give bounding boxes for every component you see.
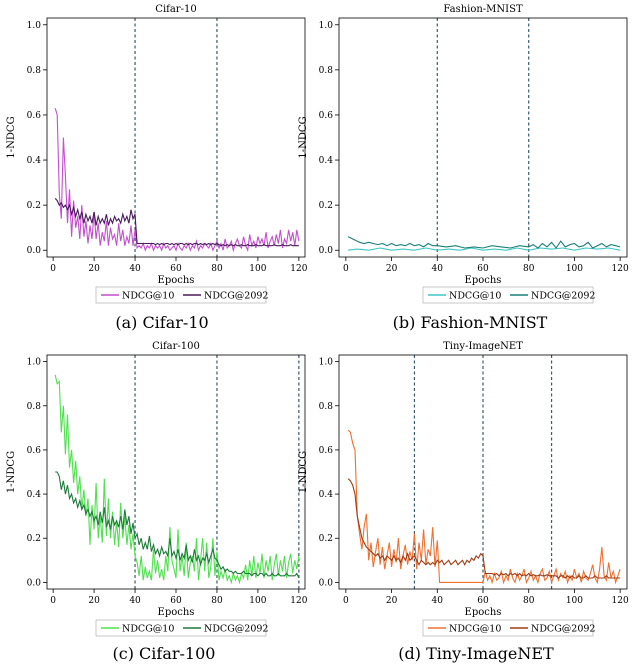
x-tick-label: 0 bbox=[50, 264, 56, 274]
y-tick-label: 0.6 bbox=[319, 446, 334, 456]
x-tick-label: 100 bbox=[249, 264, 266, 274]
chart-panel-2: Cifar-100 0 20 40 60 80 100 120 0.0 0.2 0.4 0.6 0.8 1… bbox=[6, 341, 308, 663]
series-line-0 bbox=[54, 108, 300, 253]
x-tick-label: 80 bbox=[523, 264, 535, 274]
y-tick-label: 0.0 bbox=[27, 578, 42, 588]
legend-label-1: NDCG@2092 bbox=[204, 290, 268, 301]
panel-caption: (d) Tiny-ImageNET bbox=[398, 644, 554, 663]
y-tick-label: 0.2 bbox=[319, 534, 333, 544]
panel-caption: (c) Cifar-100 bbox=[113, 644, 216, 663]
y-tick-label: 0.4 bbox=[319, 156, 334, 166]
y-tick-label: 0.2 bbox=[27, 534, 41, 544]
x-tick-label: 0 bbox=[343, 596, 349, 606]
y-tick-label: 0.4 bbox=[319, 490, 334, 500]
x-tick-label: 40 bbox=[432, 596, 444, 606]
y-tick-label: 0.4 bbox=[27, 156, 42, 166]
x-tick-label: 120 bbox=[612, 264, 629, 274]
legend-label-0: NDCG@10 bbox=[122, 623, 174, 634]
x-tick-label: 0 bbox=[50, 596, 56, 606]
y-tick-label: 0.8 bbox=[319, 66, 334, 76]
series-line-1 bbox=[55, 471, 300, 579]
x-tick-label: 20 bbox=[386, 596, 398, 606]
x-tick-label: 100 bbox=[566, 264, 583, 274]
series-line-1 bbox=[347, 478, 621, 579]
x-tick-label: 120 bbox=[290, 596, 307, 606]
x-tick-label: 40 bbox=[129, 264, 141, 274]
panel-title: Cifar-10 bbox=[155, 4, 196, 15]
y-tick-label: 0.4 bbox=[27, 490, 42, 500]
x-tick-label: 60 bbox=[477, 264, 489, 274]
legend-label-1: NDCG@2092 bbox=[531, 623, 595, 634]
x-tick-label: 80 bbox=[211, 264, 223, 274]
y-axis-label: 1-NDCG bbox=[6, 116, 17, 158]
x-tick-label: 80 bbox=[211, 596, 223, 606]
legend-label-1: NDCG@2092 bbox=[204, 623, 268, 634]
legend-label-0: NDCG@10 bbox=[449, 623, 501, 634]
legend-box bbox=[422, 286, 594, 304]
legend-box bbox=[95, 619, 267, 637]
x-tick-label: 60 bbox=[170, 264, 182, 274]
x-tick-label: 20 bbox=[88, 596, 100, 606]
y-tick-label: 1.0 bbox=[319, 21, 334, 31]
y-tick-label: 0.0 bbox=[319, 246, 334, 256]
y-tick-label: 0.6 bbox=[27, 446, 42, 456]
y-tick-label: 0.8 bbox=[27, 66, 42, 76]
x-axis-label: Epochs bbox=[465, 275, 502, 286]
legend: NDCG@10 NDCG@2092 bbox=[422, 619, 595, 637]
x-axis-label: Epochs bbox=[158, 607, 195, 618]
legend-label-0: NDCG@10 bbox=[449, 290, 501, 301]
series-line-1 bbox=[54, 198, 299, 247]
legend-label-0: NDCG@10 bbox=[122, 290, 174, 301]
legend: NDCG@10 NDCG@2092 bbox=[422, 286, 595, 304]
y-tick-label: 0.0 bbox=[319, 578, 334, 588]
y-tick-label: 1.0 bbox=[27, 358, 42, 368]
y-tick-label: 0.2 bbox=[27, 201, 41, 211]
x-tick-label: 100 bbox=[249, 596, 266, 606]
y-axis-label: 1-NDCG bbox=[298, 451, 309, 493]
legend: NDCG@10 NDCG@2092 bbox=[95, 619, 268, 637]
y-tick-label: 0.6 bbox=[27, 111, 42, 121]
x-axis-label: Epochs bbox=[465, 607, 502, 618]
x-tick-label: 80 bbox=[523, 596, 535, 606]
y-axis-label: 1-NDCG bbox=[298, 116, 309, 158]
y-tick-label: 1.0 bbox=[27, 21, 42, 31]
series-line-0 bbox=[348, 247, 621, 251]
x-tick-label: 100 bbox=[566, 596, 583, 606]
y-tick-label: 0.8 bbox=[319, 402, 334, 412]
x-tick-label: 0 bbox=[343, 264, 349, 274]
series-line-0 bbox=[347, 429, 621, 585]
panel-title: Fashion-MNIST bbox=[443, 4, 523, 15]
y-tick-label: 0.2 bbox=[319, 201, 333, 211]
legend: NDCG@10 NDCG@2092 bbox=[95, 286, 268, 304]
panel-caption: (b) Fashion-MNIST bbox=[393, 313, 548, 332]
panel-caption: (a) Cifar-10 bbox=[115, 313, 208, 332]
x-tick-label: 20 bbox=[386, 264, 398, 274]
panel-title: Cifar-100 bbox=[152, 341, 200, 352]
panel-title: Tiny-ImageNET bbox=[443, 341, 523, 352]
x-tick-label: 60 bbox=[477, 596, 489, 606]
y-tick-label: 0.6 bbox=[319, 111, 334, 121]
x-tick-label: 120 bbox=[612, 596, 629, 606]
y-tick-label: 1.0 bbox=[319, 358, 334, 368]
y-tick-label: 0.8 bbox=[27, 402, 42, 412]
chart-panel-3: Tiny-ImageNET 0 20 40 60 80 100 120 0.0 0.2 0.4 0.6… bbox=[298, 341, 629, 663]
x-tick-label: 60 bbox=[170, 596, 182, 606]
chart-panel-1: Fashion-MNIST 0 20 40 60 80 100 120 0.0 0.2 0.4 0.6… bbox=[298, 4, 629, 332]
x-tick-label: 20 bbox=[88, 264, 100, 274]
legend-box bbox=[95, 286, 267, 304]
x-tick-label: 120 bbox=[290, 264, 307, 274]
x-axis-label: Epochs bbox=[158, 275, 195, 286]
series-line-1 bbox=[347, 236, 621, 249]
plot-frame bbox=[46, 354, 306, 590]
legend-box bbox=[422, 619, 594, 637]
plot-frame bbox=[338, 17, 628, 258]
legend-label-1: NDCG@2092 bbox=[531, 290, 595, 301]
chart-panel-0: Cifar-10 0 20 40 60 80 100 120 0.0 0.2 0.4 0.6 0.8 1.… bbox=[6, 4, 308, 332]
y-axis-label: 1-NDCG bbox=[6, 451, 17, 493]
x-tick-label: 40 bbox=[129, 596, 141, 606]
y-tick-label: 0.0 bbox=[27, 246, 42, 256]
x-tick-label: 40 bbox=[432, 264, 444, 274]
